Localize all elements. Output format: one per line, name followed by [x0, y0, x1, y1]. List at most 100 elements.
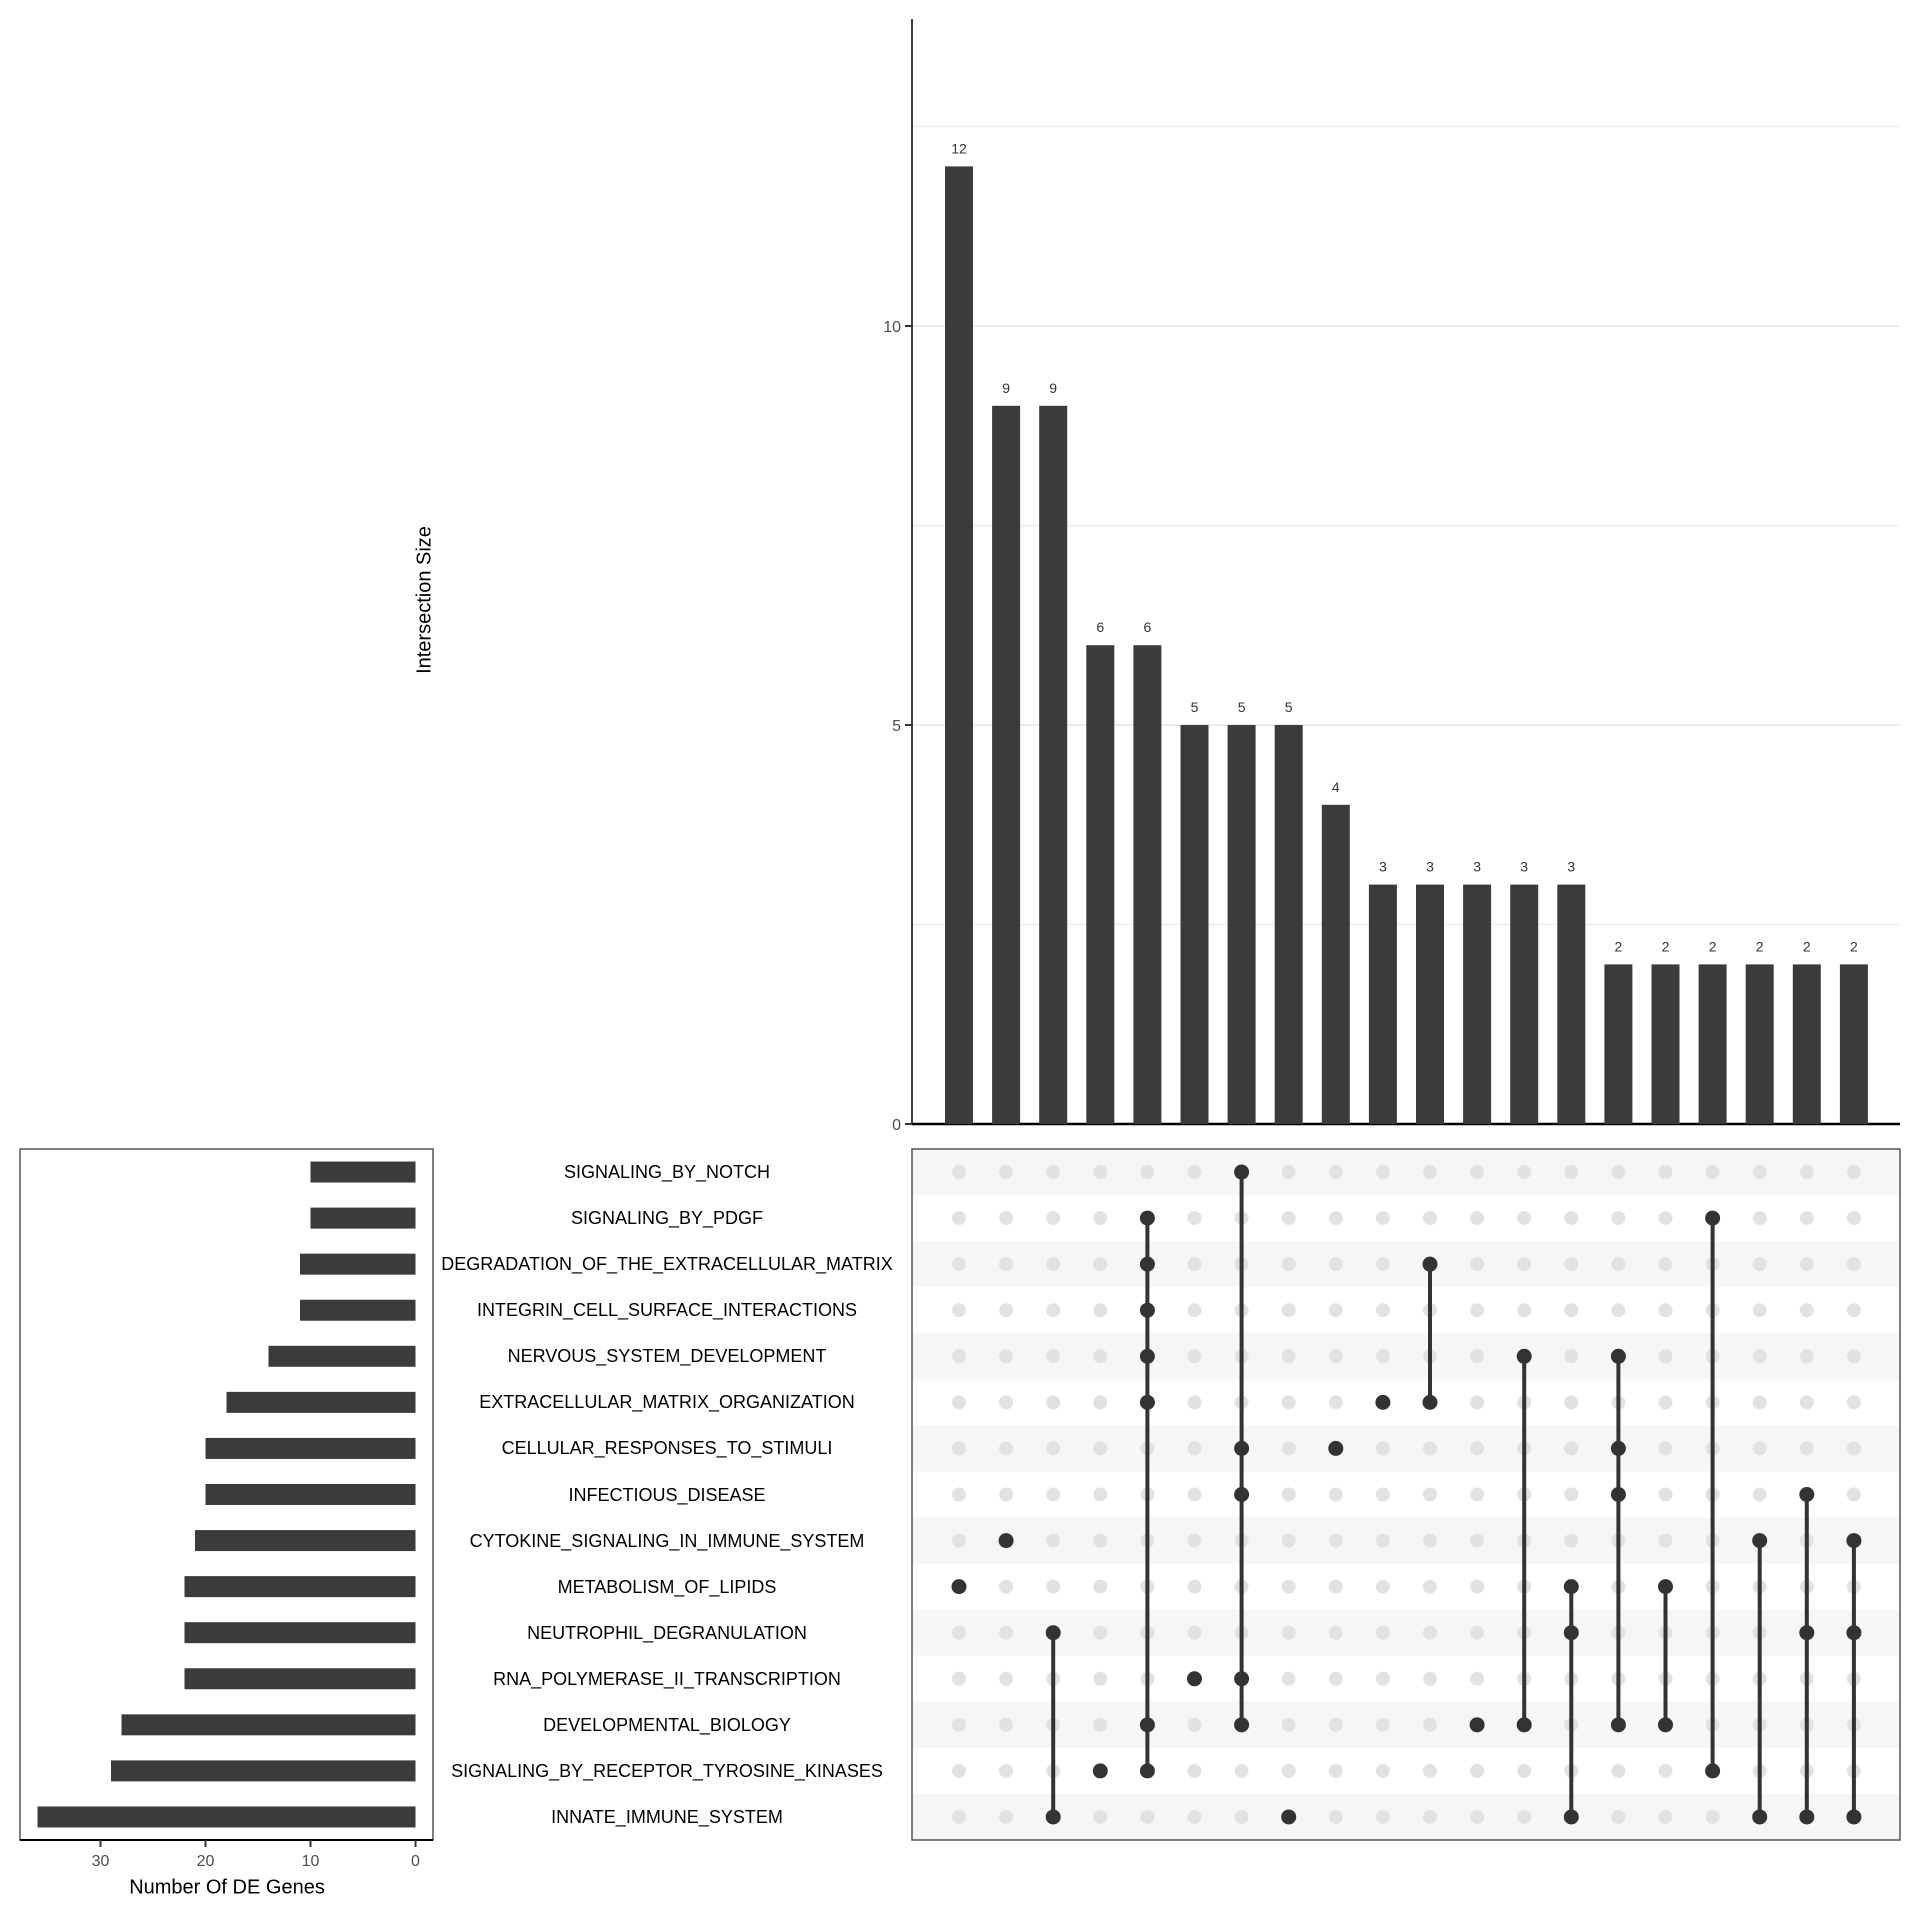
matrix-dot-active — [1139, 1348, 1155, 1364]
matrix-dot-active — [1234, 1671, 1250, 1687]
matrix-dot-inactive — [1375, 1211, 1390, 1226]
matrix-dot-inactive — [1046, 1671, 1061, 1686]
matrix-dot-inactive — [1423, 1165, 1437, 1180]
matrix-dot-inactive — [999, 1211, 1014, 1226]
matrix-dot-inactive — [1423, 1211, 1437, 1226]
matrix-dot-inactive — [1658, 1349, 1673, 1364]
matrix-dot-inactive — [1046, 1257, 1061, 1272]
matrix-dot-inactive — [1611, 1533, 1626, 1548]
matrix-dot-inactive — [1093, 1717, 1108, 1732]
matrix-dot-inactive — [1705, 1809, 1720, 1824]
intersection-bar — [1557, 884, 1586, 1124]
matrix-dot-inactive — [1234, 1717, 1249, 1732]
matrix-dot-inactive — [999, 1809, 1014, 1824]
matrix-dot-inactive — [999, 1533, 1014, 1548]
matrix-dot-inactive — [1752, 1395, 1767, 1410]
matrix-dot-inactive — [1187, 1809, 1202, 1824]
matrix-dot-inactive — [1846, 1211, 1861, 1226]
matrix-dot-inactive — [1375, 1763, 1390, 1778]
matrix-dot-active — [1375, 1394, 1391, 1410]
matrix-dot-inactive — [1375, 1395, 1390, 1410]
matrix-dot-inactive — [1093, 1763, 1108, 1778]
matrix-dot-inactive — [1187, 1579, 1202, 1594]
y-tick-label: 10 — [883, 319, 901, 336]
matrix-dot-active — [1234, 1717, 1250, 1733]
matrix-dot-inactive — [1564, 1579, 1579, 1594]
matrix-dot-inactive — [1799, 1211, 1814, 1226]
matrix-dot-inactive — [1187, 1717, 1202, 1732]
set-size-bar — [310, 1207, 416, 1229]
set-label: INNATE_IMMUNE_SYSTEM — [551, 1806, 783, 1827]
matrix-dot-active — [1139, 1210, 1155, 1226]
set-label: METABOLISM_OF_LIPIDS — [557, 1576, 777, 1597]
matrix-dot-inactive — [1611, 1717, 1626, 1732]
matrix-dot-inactive — [1799, 1579, 1814, 1594]
matrix-dot-active — [1045, 1809, 1061, 1825]
intersection-bar — [1792, 964, 1821, 1124]
matrix-dot-inactive — [1564, 1303, 1579, 1318]
matrix-dot-inactive — [1046, 1165, 1061, 1180]
matrix-dot-inactive — [1140, 1579, 1155, 1594]
matrix-dot-inactive — [1517, 1717, 1532, 1732]
matrix-dot-inactive — [1564, 1349, 1579, 1364]
matrix-dot-inactive — [1140, 1487, 1155, 1502]
matrix-dot-inactive — [1517, 1303, 1532, 1318]
matrix-row-stripe — [912, 1609, 1900, 1656]
matrix-dot-inactive — [1046, 1211, 1061, 1226]
matrix-dot-inactive — [1046, 1487, 1061, 1502]
matrix-dot-inactive — [1470, 1625, 1485, 1640]
matrix-dot-inactive — [1564, 1671, 1579, 1686]
intersection-bar — [1180, 725, 1209, 1124]
matrix-dot-inactive — [1611, 1441, 1626, 1456]
matrix-dot-inactive — [1705, 1579, 1720, 1594]
matrix-dot-inactive — [999, 1395, 1014, 1410]
intersection-bar — [1745, 964, 1774, 1124]
intersection-bar — [945, 166, 973, 1124]
matrix-dot-inactive — [1658, 1487, 1673, 1502]
matrix-dot-inactive — [1799, 1809, 1814, 1824]
intersection-bar — [1321, 804, 1350, 1124]
matrix-dot-inactive — [999, 1487, 1014, 1502]
matrix-dot-inactive — [1187, 1671, 1202, 1686]
matrix-dot-inactive — [1046, 1533, 1061, 1548]
matrix-dot-inactive — [1517, 1441, 1532, 1456]
bar-value-label: 2 — [1615, 938, 1623, 954]
matrix-dot-active — [1281, 1809, 1297, 1825]
matrix-dot-inactive — [1423, 1763, 1437, 1778]
matrix-dot-inactive — [1799, 1395, 1814, 1410]
matrix-dot-inactive — [1705, 1303, 1720, 1318]
matrix-dot-inactive — [1470, 1579, 1485, 1594]
matrix-dot-inactive — [1140, 1257, 1155, 1272]
matrix-dot-inactive — [1658, 1441, 1673, 1456]
matrix-dot-inactive — [1375, 1303, 1390, 1318]
matrix-row-stripe — [912, 1701, 1900, 1748]
matrix-dot-inactive — [1328, 1303, 1343, 1318]
matrix-dot-inactive — [1752, 1625, 1767, 1640]
matrix-dot-inactive — [1752, 1441, 1767, 1456]
set-size-bar — [268, 1345, 416, 1367]
matrix-dot-inactive — [1846, 1441, 1861, 1456]
matrix-dot-inactive — [1752, 1487, 1767, 1502]
matrix-dot-active — [1799, 1487, 1815, 1502]
matrix-row-stripe — [912, 1241, 1900, 1288]
matrix-dot-inactive — [952, 1579, 966, 1594]
matrix-dot-inactive — [1517, 1579, 1532, 1594]
matrix-dot-inactive — [1187, 1533, 1202, 1548]
matrix-dot-inactive — [952, 1533, 966, 1548]
bar-value-label: 2 — [1709, 938, 1717, 954]
set-size-bar — [111, 1760, 416, 1782]
matrix-dot-inactive — [1187, 1441, 1202, 1456]
matrix-dot-inactive — [1140, 1395, 1155, 1410]
matrix-dot-active — [1610, 1440, 1626, 1456]
matrix-dot-inactive — [952, 1257, 966, 1272]
matrix-dot-inactive — [1234, 1671, 1249, 1686]
matrix-dot-inactive — [1470, 1395, 1485, 1410]
matrix-dot-inactive — [1187, 1487, 1202, 1502]
matrix-dot-active — [1752, 1809, 1768, 1825]
matrix-dot-inactive — [999, 1579, 1014, 1594]
matrix-row-stripe — [912, 1517, 1900, 1564]
matrix-dot-inactive — [1658, 1395, 1673, 1410]
matrix-dot-inactive — [1705, 1165, 1720, 1180]
matrix-dot-inactive — [1517, 1395, 1532, 1410]
matrix-dot-inactive — [1140, 1671, 1155, 1686]
